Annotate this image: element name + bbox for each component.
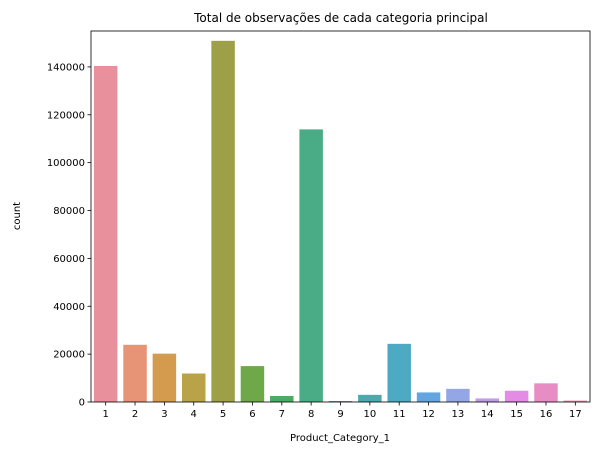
- bar-category-16: [534, 383, 558, 402]
- x-tick-label: 7: [279, 409, 285, 420]
- x-tick-label: 4: [191, 409, 197, 420]
- bar-category-2: [123, 344, 147, 402]
- bar-category-3: [152, 353, 177, 402]
- bar-category-5: [211, 40, 235, 403]
- x-tick-label: 14: [481, 409, 494, 420]
- x-tick-label: 3: [161, 409, 167, 420]
- x-tick-label: 13: [452, 409, 465, 420]
- x-axis-label: Product_Category_1: [290, 433, 390, 444]
- bar-category-8: [299, 129, 323, 403]
- x-tick-label: 12: [422, 409, 435, 420]
- bar-category-9: [328, 401, 353, 402]
- y-tick-label: 60000: [53, 254, 85, 265]
- bar-category-14: [475, 398, 500, 402]
- bar-category-15: [504, 390, 529, 402]
- x-tick-label: 10: [363, 409, 376, 420]
- x-tick-label: 16: [540, 409, 553, 420]
- bar-category-17: [563, 400, 588, 402]
- plot-frame: [90, 30, 591, 403]
- y-axis-label: count: [12, 202, 23, 230]
- y-tick-label: 0: [79, 398, 85, 409]
- bar-category-13: [446, 388, 470, 402]
- x-tick-label: 6: [249, 409, 255, 420]
- x-axis: 1 2 3 4 5 6 7 8 9 10 11 12 13 14 15 16 17: [102, 402, 582, 420]
- bar-category-6: [240, 366, 265, 402]
- y-tick-label: 20000: [53, 350, 85, 361]
- x-tick-label: 1: [102, 409, 108, 420]
- x-tick-label: 15: [510, 409, 523, 420]
- x-tick-label: 2: [132, 409, 138, 420]
- x-tick-label: 8: [308, 409, 314, 420]
- y-tick-label: 100000: [47, 158, 85, 169]
- bar-category-1: [93, 65, 118, 403]
- y-axis: 0 20000 40000 60000 80000 100000 120000 140000: [47, 62, 91, 409]
- bar-category-11: [387, 343, 411, 402]
- x-tick-label: 17: [569, 409, 582, 420]
- x-tick-label: 9: [337, 409, 343, 420]
- x-tick-label: 5: [220, 409, 226, 420]
- y-tick-label: 40000: [53, 302, 85, 313]
- bar-category-10: [358, 394, 382, 402]
- y-tick-label: 140000: [47, 62, 85, 73]
- bar-category-7: [270, 396, 294, 402]
- y-tick-label: 80000: [53, 206, 85, 217]
- bar-category-12: [416, 392, 441, 402]
- plot-area: [93, 40, 588, 403]
- x-tick-label: 11: [393, 409, 406, 420]
- y-tick-label: 120000: [47, 110, 85, 121]
- chart-title: Total de observações de cada categoria p…: [193, 11, 488, 25]
- bar-category-4: [181, 373, 206, 402]
